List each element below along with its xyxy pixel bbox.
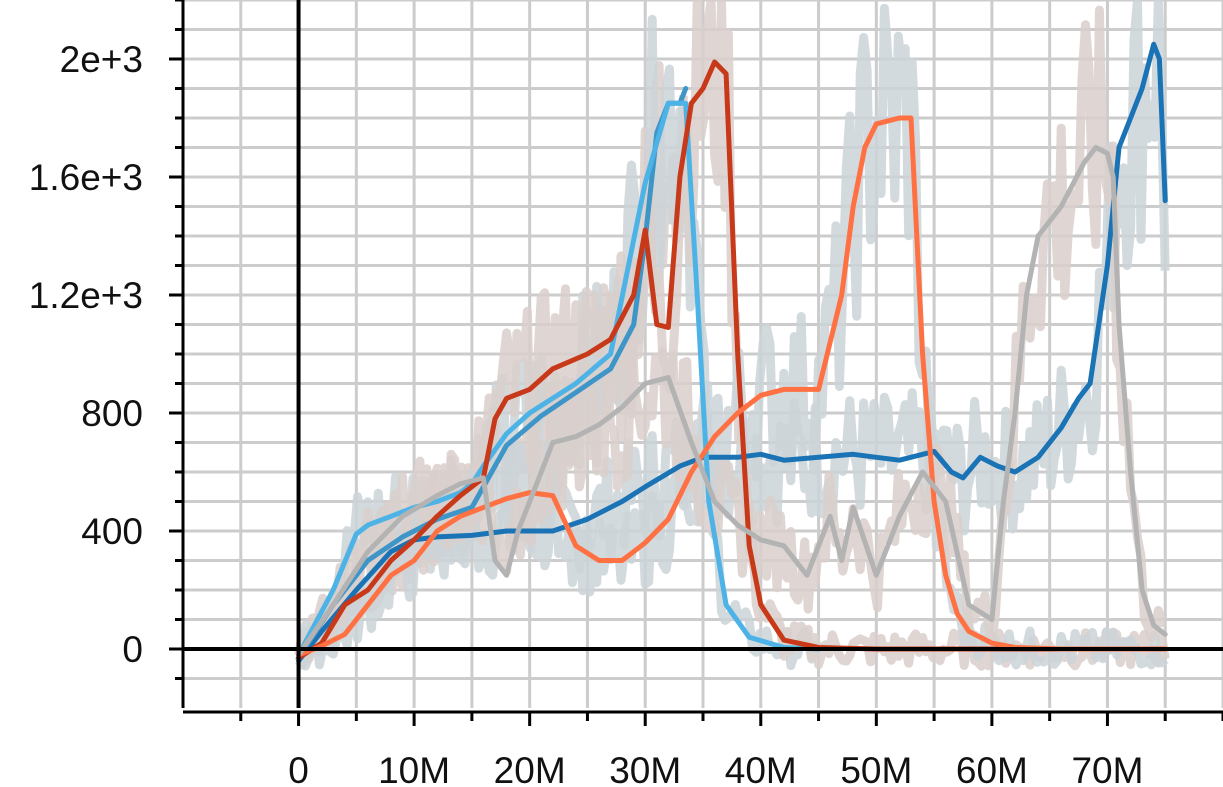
x-tick-label: 0: [288, 750, 309, 787]
variance-bands: [294, 0, 1170, 671]
y-tick-label: 0: [122, 629, 143, 670]
axes: [169, 0, 1223, 726]
series-line: [296, 59, 1168, 661]
x-tick-label: 20M: [494, 750, 566, 787]
y-tick-label: 1.6e+3: [29, 157, 143, 198]
x-tick-label: 40M: [725, 750, 797, 787]
series-line: [296, 41, 1168, 664]
x-tick-label: 30M: [609, 750, 681, 787]
y-tick-label: 400: [81, 511, 143, 552]
series-lines: [296, 41, 1168, 664]
series-line: [296, 115, 1168, 658]
y-tick-label: 1.2e+3: [29, 275, 143, 316]
x-tick-label: 60M: [956, 750, 1028, 787]
y-tick-label: 800: [81, 393, 143, 434]
series-line: [296, 100, 822, 658]
y-tick-label: 2e+3: [60, 39, 143, 80]
x-tick-label: 70M: [1071, 750, 1143, 787]
x-tick-label: 10M: [378, 750, 450, 787]
series-line: [296, 145, 1168, 658]
x-tick-label: 50M: [840, 750, 912, 787]
tick-labels: 0 400 800 1.2e+3 1.6e+3 2e+3 0 10M 20M 30M 40M 50M 6…: [29, 39, 1144, 787]
